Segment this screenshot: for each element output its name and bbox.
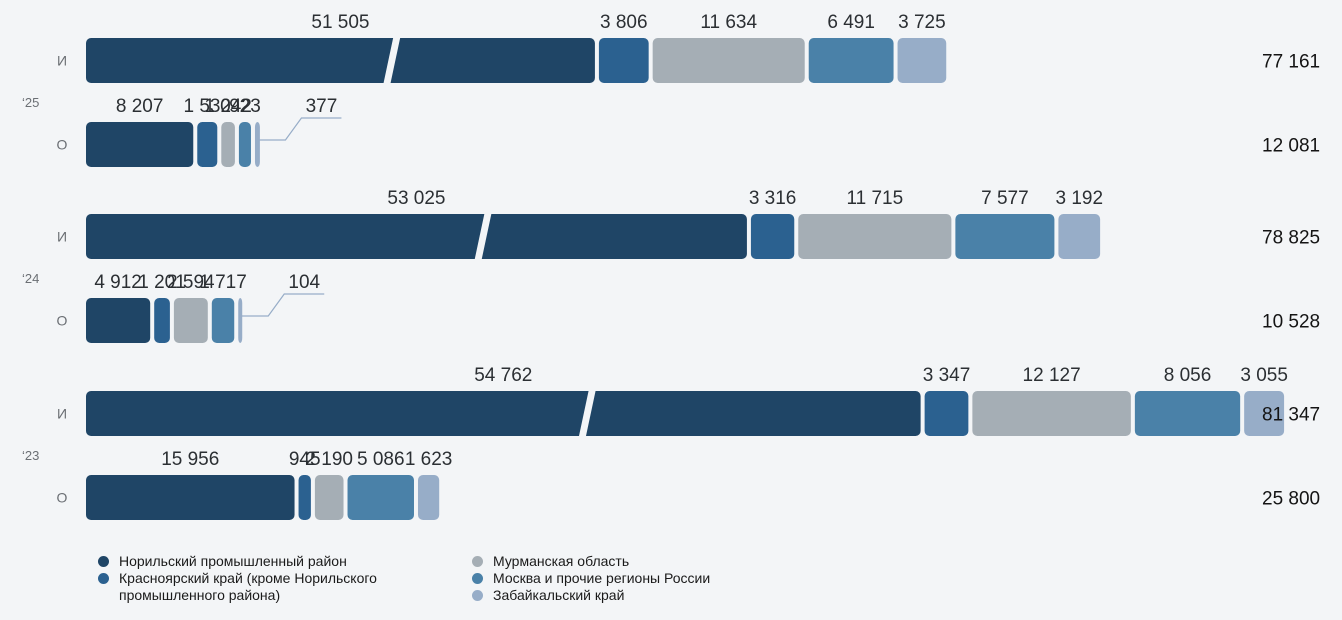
bar-segment (955, 214, 1055, 259)
row-label: И (57, 229, 67, 245)
bar-segment (750, 214, 795, 259)
bar-segment (652, 38, 805, 83)
legend-swatch (472, 573, 483, 584)
bar-segment (86, 475, 295, 520)
bar-segment (314, 475, 344, 520)
value-label: 53 025 (387, 188, 445, 209)
value-label: 1 532 (184, 96, 232, 117)
legend-right: Мурманская область Москва и прочие регио… (472, 553, 710, 604)
chart: И 51 505 3 806 11 634 6 491 3 725 77 161 О 8 207… (22, 12, 1320, 520)
bar-segment (972, 391, 1131, 436)
bar-segment (86, 122, 194, 167)
value-label: 2 190 (305, 449, 353, 470)
bar-segment (808, 38, 894, 83)
bar-segment (221, 122, 235, 167)
bar-segment (1058, 214, 1101, 259)
bar-segment (1134, 391, 1241, 436)
axis-break (578, 390, 596, 437)
value-label: 3 055 (1240, 365, 1288, 386)
legend-label: Норильский промышленный район (119, 553, 347, 569)
total-label: 25 800 (1262, 489, 1320, 510)
value-label: 3 316 (749, 188, 797, 209)
bar-segment (798, 214, 952, 259)
value-label: 11 634 (700, 12, 757, 33)
bar-segment (1244, 391, 1285, 436)
axis-break (383, 37, 401, 84)
value-label: 923 (229, 96, 261, 117)
value-label: 51 505 (311, 12, 369, 33)
legend-swatch (98, 573, 109, 584)
row-label: О (57, 137, 68, 153)
row-label: И (57, 53, 67, 69)
bar-segment (347, 475, 414, 520)
legend-label: Мурманская область (493, 553, 630, 569)
bar-segment (86, 214, 747, 259)
value-label: 377 (306, 96, 338, 117)
legend-item: Москва и прочие регионы России (472, 570, 710, 587)
value-label: 4 912 (94, 272, 142, 293)
year-label: ‘24 (22, 271, 39, 286)
total-label: 10 528 (1262, 312, 1320, 333)
bar-segment (298, 475, 311, 520)
value-label: 6 491 (827, 12, 875, 33)
value-label: 3 347 (923, 365, 971, 386)
legend-item: Забайкальский край (472, 587, 710, 604)
bar-segment (211, 298, 235, 343)
value-label: 104 (288, 272, 320, 293)
value-label: 1 042 (204, 96, 252, 117)
legend-swatch (98, 556, 109, 567)
bar-segment (86, 391, 921, 436)
total-label: 78 825 (1262, 228, 1320, 249)
row-label: И (57, 406, 67, 422)
value-label: 3 192 (1055, 188, 1103, 209)
leader-line (239, 293, 325, 339)
bar-segment (924, 391, 969, 436)
bar-segment (86, 298, 151, 343)
legend-left: Норильский промышленный район Красноярск… (98, 553, 449, 604)
bar-segment (598, 38, 649, 83)
value-label: 3 806 (600, 12, 648, 33)
value-label: 2 594 (167, 272, 215, 293)
bar-segment (86, 38, 595, 83)
legend-swatch (472, 556, 483, 567)
value-label: 5 086 (357, 449, 405, 470)
year-label: ‘23 (22, 448, 39, 463)
total-label: 12 081 (1262, 136, 1320, 157)
bar-segment (154, 298, 170, 343)
value-label: 8 056 (1164, 365, 1212, 386)
bar-segment (173, 298, 208, 343)
value-label: 3 725 (898, 12, 946, 33)
value-label: 15 956 (161, 449, 219, 470)
legend-label: Москва и прочие регионы России (493, 570, 711, 586)
value-label: 54 762 (474, 365, 532, 386)
row-label: О (57, 313, 68, 329)
bar-segment (897, 38, 947, 83)
value-label: 11 715 (846, 188, 903, 209)
legend-item: Мурманская область (472, 553, 710, 570)
legend-label: Красноярский край (кроме Норильского про… (119, 570, 377, 603)
value-label: 945 (289, 449, 321, 470)
legend-item: Норильский промышленный район (98, 553, 449, 570)
value-label: 1 201 (138, 272, 186, 293)
row-label: О (57, 490, 68, 506)
bar-segment (417, 475, 440, 520)
legend-item: Красноярский край (кроме Норильского про… (98, 570, 449, 604)
bar-segment (238, 122, 251, 167)
year-label: ‘25 (22, 95, 39, 110)
value-label: 1 623 (405, 449, 453, 470)
value-label: 12 127 (1023, 365, 1081, 386)
value-label: 7 577 (981, 188, 1029, 209)
legend-swatch (472, 590, 483, 601)
value-label: 8 207 (116, 96, 164, 117)
total-label: 81 347 (1262, 405, 1320, 426)
leader-line (256, 117, 342, 163)
value-label: 1 717 (199, 272, 247, 293)
total-label: 77 161 (1262, 52, 1320, 73)
legend-label: Забайкальский край (493, 587, 625, 603)
bar-segment (197, 122, 218, 167)
axis-break (474, 213, 492, 260)
